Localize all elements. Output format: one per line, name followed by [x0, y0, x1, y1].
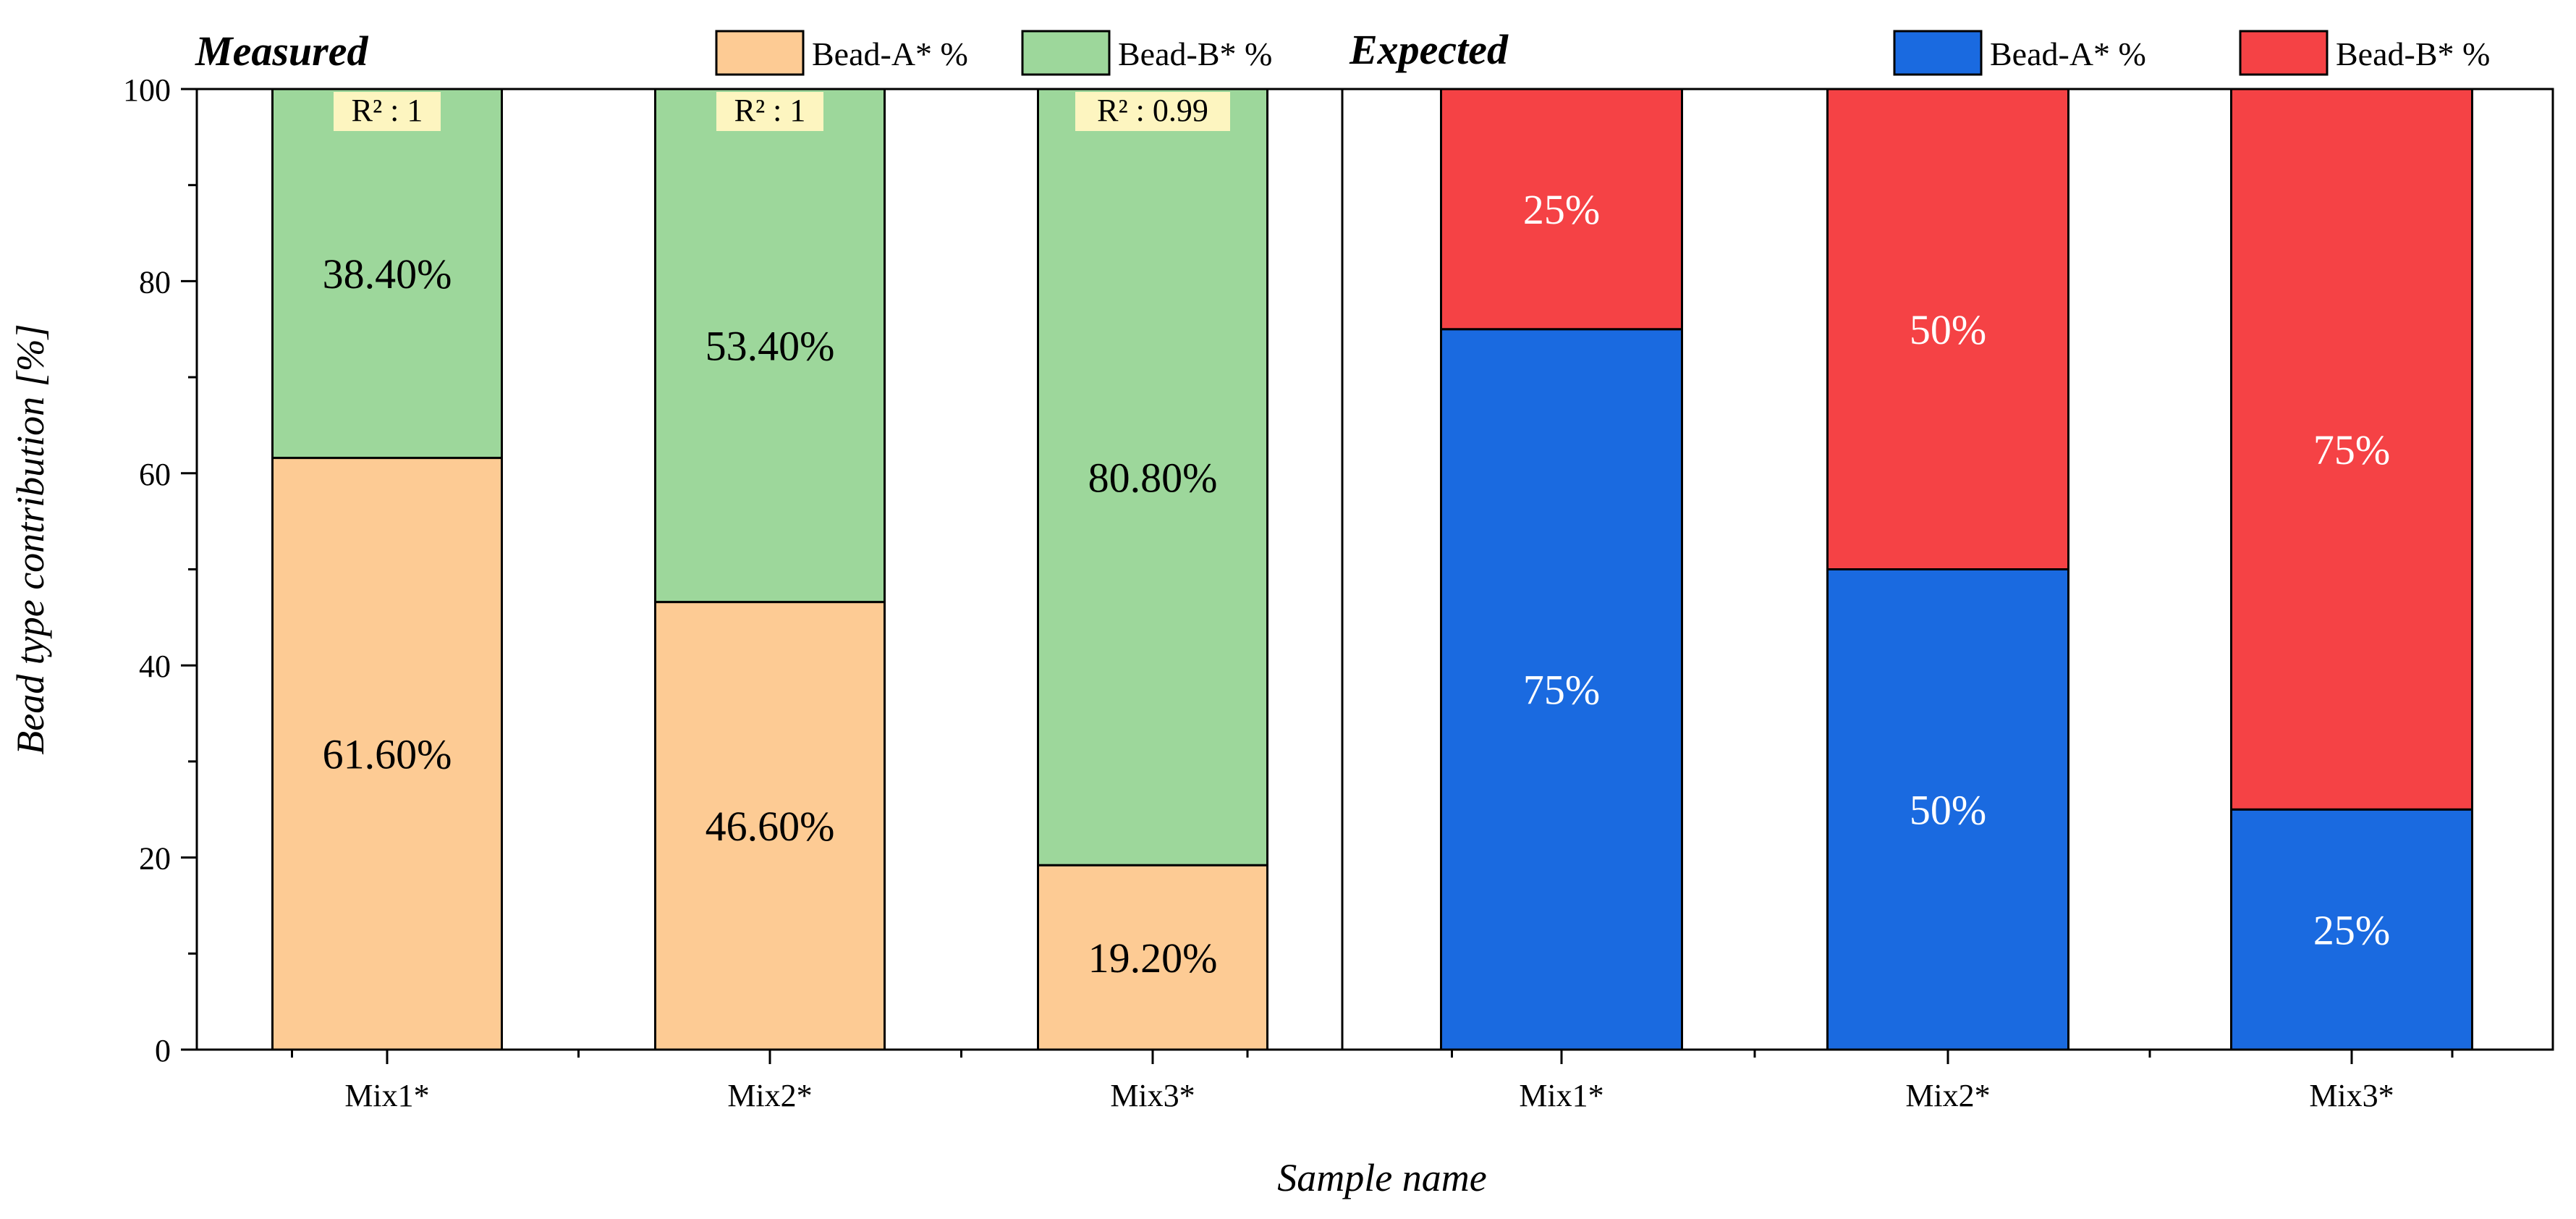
bar-bead-a-mix1 — [271, 457, 503, 1051]
legend-label: Bead-A* % — [812, 35, 968, 72]
y-tick-label: 80 — [139, 264, 171, 300]
legend-swatch — [1893, 30, 1983, 76]
x-tick-label: Mix3* — [2309, 1078, 2394, 1113]
bar-bead-b-mix3 — [2230, 88, 2473, 811]
legend-swatch — [1021, 30, 1111, 76]
y-tick-label: 20 — [139, 841, 171, 877]
plot-border — [195, 88, 2554, 1051]
labels-layer: 61.60% 38.40% R² : 1 46.60% 53.40% R² : 1 19.2… — [323, 92, 2390, 982]
y-tick-label: 40 — [139, 649, 171, 684]
panel-title-measured: Measured — [195, 28, 368, 75]
panel-title-expected: Expected — [1349, 26, 1509, 73]
x-tick-label: Mix1* — [344, 1078, 429, 1113]
bar-bead-b-mix1 — [1440, 88, 1683, 331]
legend-swatch — [2239, 30, 2329, 76]
r2-annotation: R² : 1 — [352, 93, 423, 128]
y-axis-label: Bead type contribution [%] — [9, 324, 52, 754]
legend-label: Bead-A* % — [1990, 35, 2146, 72]
data-label: 80.80% — [1088, 454, 1218, 501]
x-tick-label: Mix2* — [1905, 1078, 1990, 1113]
x-tick-label: Mix3* — [1110, 1078, 1195, 1113]
data-label: 61.60% — [323, 731, 452, 778]
bar-bead-a-mix1 — [1440, 328, 1683, 1051]
r2-annotation-bg — [334, 92, 441, 131]
r2-annotation-bg — [716, 92, 823, 131]
data-label: 25% — [2313, 906, 2390, 953]
data-label: 53.40% — [706, 323, 835, 370]
r2-annotation-bg — [1075, 92, 1230, 131]
x-tick-label: Mix2* — [727, 1078, 812, 1113]
x-axis-label: Sample name — [1277, 1156, 1486, 1199]
legend-label: Bead-B* % — [1118, 35, 1272, 72]
legends-layer: Bead-A* % Bead-B* % Bead-A* % Bead-B* % — [715, 30, 2490, 76]
data-label: 50% — [1910, 787, 1986, 834]
axes-layer: 0 20 40 60 80 100 Mix1* Mix2* Mix3* Mix1* Mix2* Mix… — [123, 72, 2454, 1113]
bars-layer — [271, 88, 2473, 1051]
bar-bead-a-mix3 — [1037, 864, 1268, 1051]
bar-bead-b-mix2 — [1826, 88, 2069, 570]
data-label: 38.40% — [323, 250, 452, 298]
bar-bead-b-mix2 — [654, 88, 886, 604]
bar-bead-b-mix1 — [271, 88, 503, 460]
y-tick-label: 0 — [155, 1033, 171, 1068]
y-tick-label: 60 — [139, 457, 171, 492]
plot-frame — [195, 88, 2554, 1051]
legend-label: Bead-B* % — [2336, 35, 2490, 72]
x-tick-label: Mix1* — [1519, 1078, 1603, 1113]
data-label: 46.60% — [706, 803, 835, 850]
data-label: 50% — [1910, 306, 1986, 353]
data-label: 25% — [1523, 186, 1600, 233]
r2-annotation: R² : 1 — [734, 93, 806, 128]
data-label: 75% — [1523, 667, 1600, 714]
data-label: 19.20% — [1088, 935, 1218, 982]
data-label: 75% — [2313, 426, 2390, 473]
r2-annotation: R² : 0.99 — [1097, 93, 1208, 128]
bar-bead-a-mix3 — [2230, 808, 2473, 1051]
legend-swatch — [715, 30, 805, 76]
bar-bead-b-mix3 — [1037, 88, 1268, 866]
y-tick-label: 100 — [123, 72, 171, 108]
